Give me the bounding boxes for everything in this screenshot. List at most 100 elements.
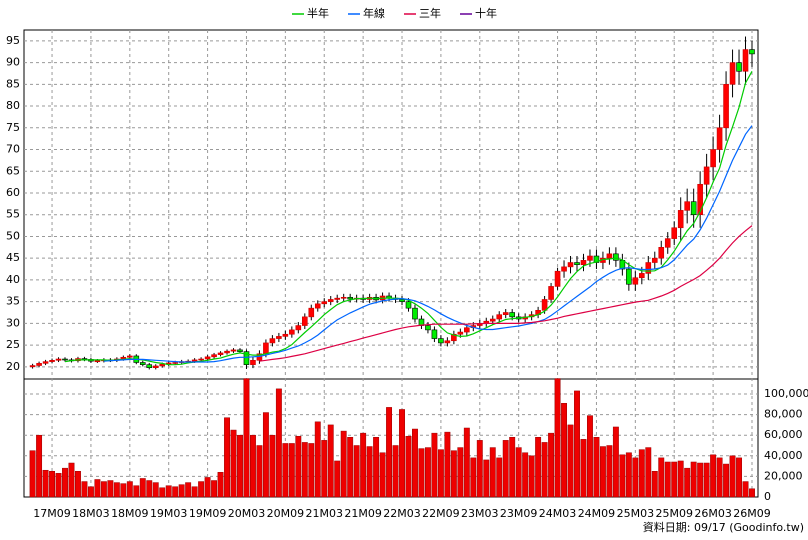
x-tick-label: 26M03 xyxy=(694,507,732,520)
candle-body xyxy=(198,358,204,361)
y2-tick-label: 60,000 xyxy=(764,428,803,441)
volume-bar xyxy=(606,445,613,498)
candle-body xyxy=(451,333,457,342)
candle-body xyxy=(314,303,321,309)
volume-bar xyxy=(736,457,742,498)
candle-body xyxy=(457,331,464,335)
candle-body xyxy=(723,84,729,129)
volume-bar xyxy=(392,445,399,498)
y-tick-label: 20 xyxy=(6,360,20,373)
x-tick-label: 23M03 xyxy=(461,507,499,520)
candle-body xyxy=(580,260,587,265)
volume-bar xyxy=(178,484,185,498)
x-tick-label: 25M09 xyxy=(655,507,693,520)
candle-body xyxy=(697,183,703,216)
candle-body xyxy=(639,273,645,279)
y-tick-label: 95 xyxy=(6,34,20,47)
candle-body xyxy=(276,336,282,339)
x-tick-label: 24M03 xyxy=(539,507,577,520)
volume-bar xyxy=(379,452,386,498)
candle-body xyxy=(574,262,580,265)
candle-body xyxy=(49,360,55,362)
volume-bar xyxy=(49,471,55,498)
candle-body xyxy=(42,361,49,364)
volume-bar xyxy=(496,457,503,498)
volume-bar xyxy=(535,437,542,498)
volume-bar xyxy=(75,471,81,498)
volume-bar xyxy=(418,448,425,498)
volume-bar xyxy=(87,486,94,498)
volume-bar xyxy=(697,462,704,498)
candle-body xyxy=(340,296,347,299)
volume-bar xyxy=(334,460,341,498)
volume-bar xyxy=(580,439,587,498)
volume-bar xyxy=(723,463,730,498)
candle-body xyxy=(658,247,665,259)
candle-body xyxy=(444,340,451,344)
x-tick-label: 21M09 xyxy=(344,507,382,520)
volume-bar xyxy=(625,452,632,498)
candle-body xyxy=(438,338,444,344)
candle-body xyxy=(425,325,431,331)
volume-bar xyxy=(632,457,639,498)
volume-bar xyxy=(308,443,315,498)
ma-line xyxy=(103,125,753,363)
candle-body xyxy=(606,253,613,259)
volume-bar xyxy=(347,437,354,498)
volume-bar xyxy=(288,443,295,498)
candle-body xyxy=(327,299,334,302)
volume-bar xyxy=(664,461,671,498)
volume-bar xyxy=(522,452,529,498)
candle-body xyxy=(172,362,178,364)
volume-bar xyxy=(476,440,483,498)
candle-body xyxy=(127,355,133,358)
volume-bar xyxy=(204,477,211,498)
candle-body xyxy=(302,316,308,326)
volume-bar xyxy=(211,480,218,498)
candle-body xyxy=(684,201,690,211)
candle-body xyxy=(496,314,503,320)
volume-bar xyxy=(483,459,490,498)
candle-body xyxy=(217,352,224,355)
volume-bar xyxy=(152,482,159,498)
candle-body xyxy=(464,327,470,333)
volume-bar xyxy=(68,462,75,498)
candle-body xyxy=(62,358,68,361)
candle-body xyxy=(690,201,697,216)
volume-bar xyxy=(574,390,580,498)
y-tick-label: 45 xyxy=(6,251,20,264)
volume-bar xyxy=(399,409,405,498)
candle-body xyxy=(250,360,256,365)
volume-bar xyxy=(690,461,697,498)
volume-bar xyxy=(684,467,691,498)
volume-bar xyxy=(671,461,678,498)
x-tick-label: 23M09 xyxy=(500,507,538,520)
candle-body xyxy=(230,349,237,352)
y2-tick-label: 80,000 xyxy=(764,408,803,421)
x-tick-label: 20M09 xyxy=(267,507,305,520)
volume-bar xyxy=(567,424,574,498)
y-tick-label: 70 xyxy=(6,143,20,156)
volume-bar xyxy=(81,481,88,498)
volume-bar xyxy=(269,434,276,498)
volume-bar xyxy=(314,421,321,498)
candle-body xyxy=(431,329,438,339)
candle-body xyxy=(263,342,269,355)
volume-bar xyxy=(405,435,412,498)
volume-bar xyxy=(742,481,749,498)
volume-bar xyxy=(126,481,133,498)
candle-body xyxy=(159,363,166,367)
volume-bar xyxy=(561,403,567,498)
candle-body xyxy=(651,257,658,263)
candle-body xyxy=(677,210,684,229)
volume-bar xyxy=(230,429,237,498)
volume-bar xyxy=(749,488,755,498)
volume-bar xyxy=(463,427,470,498)
candle-body xyxy=(321,301,328,305)
volume-bar xyxy=(677,460,684,498)
volume-bar xyxy=(100,481,107,498)
candle-body xyxy=(334,297,341,300)
y-tick-label: 80 xyxy=(6,99,20,112)
volume-bar xyxy=(165,485,172,498)
candle-body xyxy=(243,351,250,365)
